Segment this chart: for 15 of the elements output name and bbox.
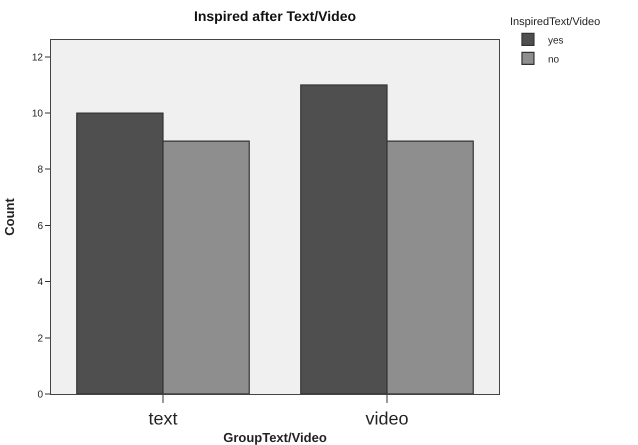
legend-label: no <box>548 54 560 66</box>
x-tick-label: text <box>148 408 178 429</box>
y-tick-label: 2 <box>37 333 44 344</box>
chart-title: Inspired after Text/Video <box>194 8 356 24</box>
y-tick-label: 4 <box>37 277 44 288</box>
y-tick-label: 0 <box>37 390 44 400</box>
legend-title: InspiredText/Video <box>510 16 600 28</box>
y-tick-label: 6 <box>37 220 44 232</box>
x-axis-title: GroupText/Video <box>223 430 327 445</box>
x-tick-label: video <box>365 408 409 429</box>
legend-label: yes <box>548 35 564 46</box>
y-tick-label: 8 <box>37 164 44 176</box>
y-axis-title: Count <box>2 198 17 236</box>
y-tick-label: 10 <box>32 108 44 120</box>
y-tick-label: 12 <box>32 52 44 64</box>
